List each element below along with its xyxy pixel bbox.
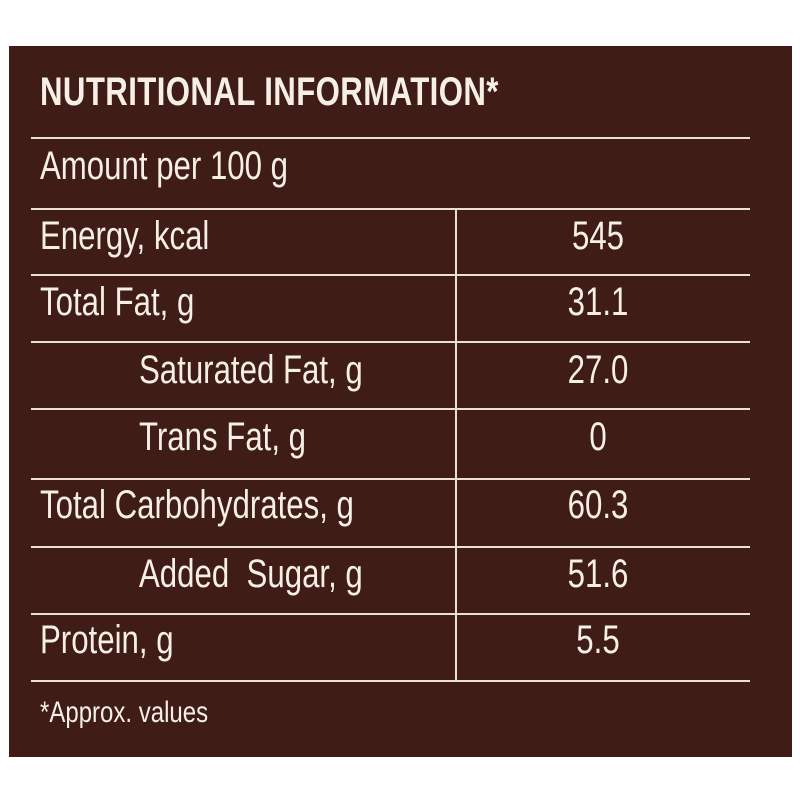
divider <box>31 613 750 615</box>
divider <box>31 680 750 682</box>
footnote: *Approx. values <box>40 696 209 729</box>
row-value: 0 <box>589 415 607 459</box>
panel-title: NUTRITIONAL INFORMATION* <box>40 70 499 114</box>
row-label: Saturated Fat, g <box>139 348 363 392</box>
row-value: 31.1 <box>567 280 629 324</box>
divider <box>31 478 750 480</box>
divider <box>31 274 750 276</box>
row-value: 5.5 <box>576 618 620 662</box>
row-value: 60.3 <box>567 483 629 527</box>
row-label: Total Fat, g <box>40 280 195 324</box>
row-value: 27.0 <box>567 348 629 392</box>
row-label: Trans Fat, g <box>139 415 307 459</box>
divider <box>31 341 750 343</box>
row-value: 51.6 <box>567 552 629 596</box>
row-value: 545 <box>571 214 625 258</box>
row-label: Protein, g <box>40 618 174 662</box>
divider <box>31 208 750 210</box>
divider <box>31 408 750 410</box>
serving-size: Amount per 100 g <box>40 144 289 188</box>
row-label: Energy, kcal <box>40 214 210 258</box>
row-label: Added Sugar, g <box>139 552 363 596</box>
divider <box>31 546 750 548</box>
row-label: Total Carbohydrates, g <box>40 483 354 527</box>
column-divider <box>455 208 457 682</box>
divider <box>31 137 750 139</box>
nutrition-panel: NUTRITIONAL INFORMATION* Amount per 100 … <box>9 46 792 757</box>
